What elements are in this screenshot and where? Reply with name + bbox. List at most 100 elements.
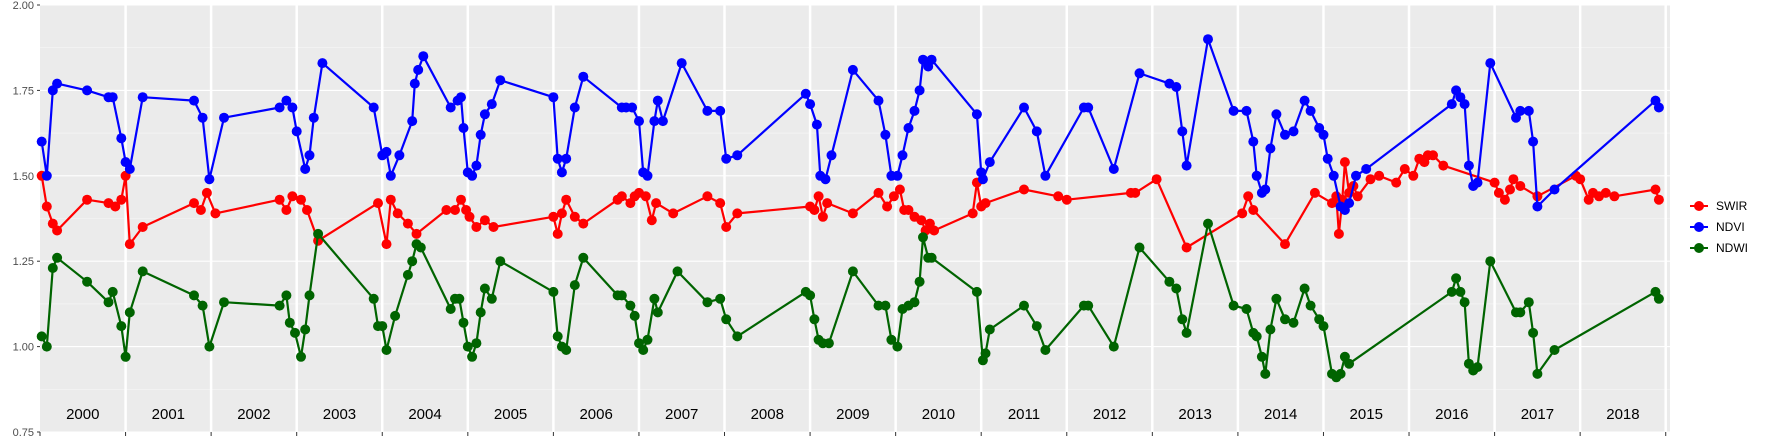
data-point-ndvi bbox=[407, 116, 418, 127]
year-labels: 2000 2001 2002 2003 2004 2005 2006 2007 2008 2009… bbox=[66, 406, 1640, 423]
data-point-ndvi bbox=[1328, 170, 1339, 181]
data-point-swir bbox=[847, 208, 858, 219]
data-point-ndwi bbox=[886, 334, 897, 345]
data-point-swir bbox=[274, 194, 285, 205]
data-point-ndvi bbox=[467, 170, 478, 181]
data-point-ndwi bbox=[36, 331, 47, 342]
data-point-swir bbox=[385, 194, 396, 205]
data-point-ndwi bbox=[1031, 321, 1042, 332]
data-point-swir bbox=[1489, 177, 1500, 188]
data-point-swir bbox=[822, 198, 833, 209]
data-point-ndvi bbox=[732, 150, 743, 161]
data-point-ndwi bbox=[914, 276, 925, 287]
data-point-swir bbox=[137, 222, 148, 232]
data-point-ndwi bbox=[548, 286, 559, 297]
data-point-swir bbox=[1248, 205, 1259, 215]
data-point-ndvi bbox=[1305, 105, 1316, 116]
data-point-swir bbox=[1515, 181, 1526, 191]
data-point-ndvi bbox=[721, 153, 732, 164]
data-point-swir bbox=[287, 191, 298, 202]
data-point-ndwi bbox=[984, 324, 995, 335]
data-point-ndwi bbox=[1203, 218, 1213, 229]
data-point-ndvi bbox=[634, 116, 644, 127]
data-point-ndwi bbox=[909, 297, 920, 308]
data-point-ndvi bbox=[394, 150, 405, 161]
data-point-ndwi bbox=[313, 228, 324, 239]
data-point-ndvi bbox=[1344, 198, 1355, 209]
data-point-ndvi bbox=[903, 123, 914, 133]
data-point-ndwi bbox=[304, 290, 315, 301]
data-point-swir bbox=[411, 228, 422, 239]
data-point-ndvi bbox=[304, 150, 315, 161]
series-ndvi bbox=[36, 34, 1664, 215]
data-point-ndvi bbox=[918, 54, 928, 65]
data-point-ndwi bbox=[390, 310, 401, 321]
data-point-ndwi bbox=[1288, 317, 1299, 328]
data-point-ndwi bbox=[137, 266, 148, 277]
legend-label: SWIR bbox=[1716, 199, 1748, 213]
data-point-ndvi bbox=[897, 150, 908, 161]
data-point-ndvi bbox=[413, 64, 424, 75]
data-point-swir bbox=[402, 218, 413, 229]
legend-key-point bbox=[1694, 201, 1704, 211]
data-point-ndwi bbox=[1251, 331, 1262, 342]
data-point-ndwi bbox=[103, 297, 114, 308]
data-point-ndvi bbox=[1653, 102, 1664, 113]
data-point-ndvi bbox=[1271, 109, 1282, 120]
data-point-ndwi bbox=[1451, 273, 1462, 284]
data-point-ndwi bbox=[1299, 283, 1310, 294]
data-point-swir bbox=[82, 194, 93, 205]
data-point-ndwi bbox=[462, 341, 473, 352]
data-point-swir bbox=[1505, 184, 1515, 195]
data-point-swir bbox=[52, 225, 63, 236]
data-point-swir bbox=[578, 218, 589, 229]
data-point-ndwi bbox=[980, 348, 991, 359]
data-point-swir bbox=[302, 205, 312, 215]
data-point-ndvi bbox=[1040, 170, 1051, 181]
data-point-swir bbox=[646, 215, 657, 226]
data-point-swir bbox=[888, 191, 899, 202]
data-point-ndvi bbox=[1288, 126, 1299, 137]
data-point-ndwi bbox=[721, 314, 732, 325]
data-point-swir bbox=[1333, 228, 1344, 239]
data-point-ndwi bbox=[454, 293, 465, 304]
data-point-ndwi bbox=[616, 290, 627, 301]
data-point-ndwi bbox=[1455, 286, 1466, 297]
data-point-ndwi bbox=[377, 321, 388, 332]
data-point-ndvi bbox=[300, 164, 311, 174]
data-point-ndwi bbox=[1318, 321, 1329, 332]
data-point-swir bbox=[1352, 191, 1363, 202]
y-tick-label: 0.75 bbox=[13, 427, 34, 439]
data-point-ndvi bbox=[1260, 184, 1271, 195]
data-point-ndvi bbox=[1134, 68, 1145, 79]
data-point-ndvi bbox=[1351, 170, 1361, 181]
data-point-ndvi bbox=[1083, 102, 1094, 113]
data-point-ndvi bbox=[1523, 105, 1534, 116]
data-point-ndvi bbox=[1108, 164, 1119, 174]
data-point-swir bbox=[1508, 174, 1519, 185]
data-point-ndvi bbox=[1228, 105, 1239, 116]
data-point-ndwi bbox=[702, 297, 713, 308]
data-point-ndwi bbox=[281, 290, 292, 301]
data-point-ndwi bbox=[805, 290, 816, 301]
legend-item-ndwi: NDWI bbox=[1690, 241, 1748, 255]
year-label: 2007 bbox=[665, 406, 698, 423]
data-point-ndwi bbox=[120, 351, 131, 362]
data-point-swir bbox=[1237, 208, 1248, 219]
data-point-ndvi bbox=[892, 170, 903, 181]
data-point-ndwi bbox=[649, 293, 660, 304]
data-point-ndwi bbox=[1305, 300, 1316, 311]
data-point-swir bbox=[381, 239, 392, 250]
data-point-ndwi bbox=[296, 351, 306, 362]
data-point-swir bbox=[894, 184, 905, 195]
data-point-ndwi bbox=[552, 331, 563, 342]
legend-key-point bbox=[1694, 243, 1704, 253]
data-point-swir bbox=[903, 205, 914, 215]
data-point-ndvi bbox=[41, 170, 52, 181]
data-point-ndvi bbox=[1265, 143, 1276, 154]
data-point-ndwi bbox=[1653, 293, 1664, 304]
data-point-ndvi bbox=[471, 160, 482, 171]
y-tick-label: 1.50 bbox=[13, 171, 34, 183]
data-point-ndwi bbox=[1083, 300, 1094, 311]
data-point-ndvi bbox=[458, 123, 469, 133]
